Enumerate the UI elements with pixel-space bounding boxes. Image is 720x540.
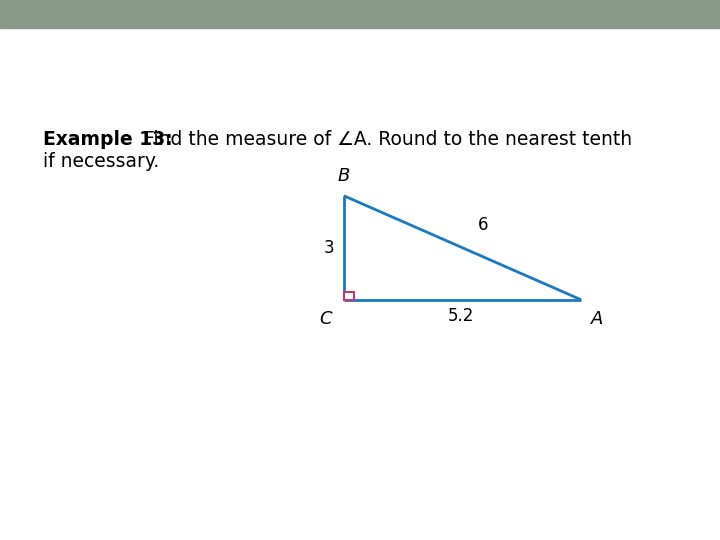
Text: A: A bbox=[591, 310, 603, 328]
Text: 6: 6 bbox=[478, 216, 488, 234]
Text: B: B bbox=[338, 167, 350, 185]
Bar bbox=[344, 292, 354, 300]
Text: Find the measure of ∠A. Round to the nearest tenth: Find the measure of ∠A. Round to the nea… bbox=[138, 130, 632, 148]
Text: 3: 3 bbox=[324, 239, 334, 256]
Text: if necessary.: if necessary. bbox=[43, 152, 159, 171]
Text: C: C bbox=[319, 310, 332, 328]
Text: 5.2: 5.2 bbox=[448, 307, 474, 325]
Text: Example 13:: Example 13: bbox=[43, 130, 173, 148]
